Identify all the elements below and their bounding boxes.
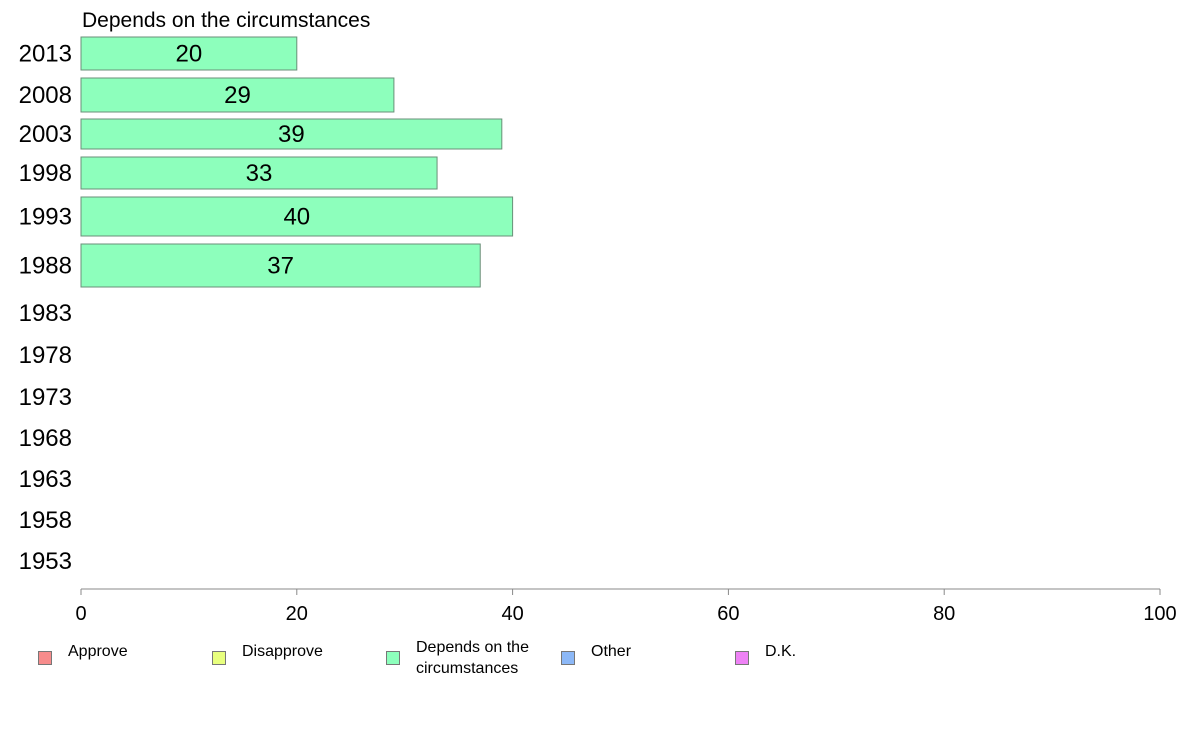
y-tick-label: 1968 bbox=[19, 425, 72, 452]
legend-item-approve: Approve bbox=[38, 638, 128, 665]
legend-label-approve: Approve bbox=[68, 643, 128, 660]
y-tick-label: 2003 bbox=[19, 121, 72, 148]
legend-item-disapprove: Disapprove bbox=[212, 638, 323, 665]
y-tick-label: 1973 bbox=[19, 384, 72, 411]
legend-swatch-disapprove bbox=[212, 651, 226, 665]
bar-value-label: 33 bbox=[246, 160, 273, 187]
y-tick-label: 2008 bbox=[19, 82, 72, 109]
x-axis: 0 20 40 60 80 100 bbox=[75, 588, 1177, 625]
legend-swatch-depends bbox=[386, 651, 400, 665]
y-tick-label: 1988 bbox=[19, 253, 72, 280]
y-tick-label: 1953 bbox=[19, 548, 72, 575]
bar-value-label: 37 bbox=[267, 253, 294, 280]
bar bbox=[80, 243, 481, 288]
x-tick-label: 60 bbox=[717, 603, 739, 625]
y-tick-label: 1983 bbox=[19, 300, 72, 327]
legend-swatch-approve bbox=[38, 651, 52, 665]
bar bbox=[80, 118, 503, 150]
y-tick-label: 1998 bbox=[19, 160, 72, 187]
chart-title: Depends on the circumstances bbox=[82, 9, 370, 32]
legend-label-depends: Depends on the circumstances bbox=[416, 639, 529, 677]
y-axis-labels: 2013 2008 2003 1998 1993 1988 1983 1978 1973 1968… bbox=[19, 41, 72, 576]
y-tick-label: 1963 bbox=[19, 466, 72, 493]
x-tick-label: 20 bbox=[286, 603, 308, 625]
bar-value-label: 39 bbox=[278, 121, 305, 148]
legend-label-other: Other bbox=[591, 643, 632, 660]
x-tick-label: 100 bbox=[1143, 603, 1176, 625]
legend-item-other: Other bbox=[561, 638, 631, 665]
legend: Approve Disapprove Depends on the circum… bbox=[0, 638, 1188, 698]
bar-value-label: 20 bbox=[176, 41, 203, 68]
legend-item-dk: D.K. bbox=[735, 638, 796, 665]
legend-label-dk: D.K. bbox=[765, 643, 797, 660]
legend-label-disapprove: Disapprove bbox=[242, 643, 323, 660]
x-tick-label: 80 bbox=[933, 603, 955, 625]
x-tick-label: 0 bbox=[75, 603, 86, 625]
y-tick-label: 1978 bbox=[19, 342, 72, 369]
legend-swatch-other bbox=[561, 651, 575, 665]
bar-value-label: 40 bbox=[283, 204, 310, 231]
legend-item-depends: Depends on the circumstances bbox=[386, 638, 551, 679]
bar bbox=[80, 196, 514, 237]
bar bbox=[80, 36, 298, 71]
legend-swatch-dk bbox=[735, 651, 749, 665]
y-tick-label: 1958 bbox=[19, 507, 72, 534]
bar bbox=[80, 156, 438, 190]
y-tick-label: 2013 bbox=[19, 41, 72, 68]
bar bbox=[80, 77, 395, 113]
x-tick-label: 40 bbox=[501, 603, 523, 625]
bar-value-label: 29 bbox=[224, 82, 251, 109]
y-tick-label: 1993 bbox=[19, 204, 72, 231]
